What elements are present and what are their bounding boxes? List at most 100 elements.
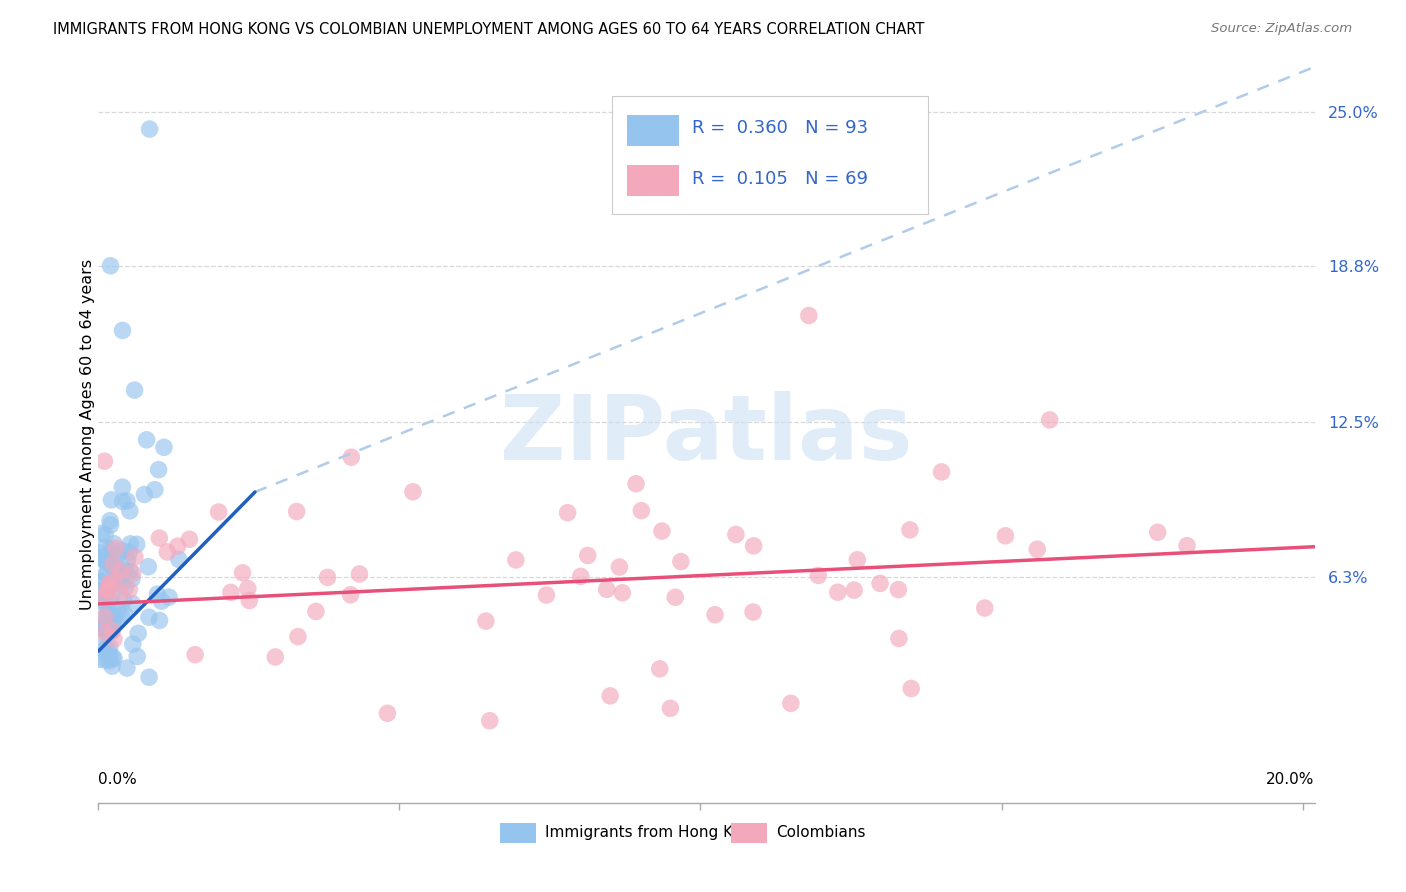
Point [124,550,146,565]
Point [100,492,122,507]
Point [846,553,869,567]
Point [179,533,201,547]
Point [117,552,139,566]
Point [93,610,115,624]
Point [1175,539,1198,553]
Point [157,590,180,604]
Point [316,570,339,584]
Point [103,651,125,665]
Point [887,632,910,646]
Point [742,605,765,619]
Point [97,625,120,640]
Point [94,653,117,667]
Point [98,579,121,593]
Point [595,582,617,597]
Point [89,545,111,559]
Point [742,539,765,553]
Point [659,701,682,715]
Point [236,582,259,596]
Point [973,601,995,615]
Point [115,494,138,508]
Point [138,610,160,624]
Point [125,537,148,551]
Point [104,609,127,624]
Point [98,575,121,590]
Point [121,597,143,611]
Point [648,662,671,676]
Point [557,506,579,520]
Point [100,616,122,631]
Point [96,554,118,568]
Point [576,549,599,563]
Point [124,383,146,397]
Point [118,582,141,597]
Point [127,626,149,640]
Point [110,608,132,623]
Point [103,632,125,647]
Point [624,476,647,491]
Point [103,557,125,571]
Point [93,625,115,640]
Point [96,640,118,655]
Point [114,562,136,576]
Point [111,480,134,494]
Point [118,504,141,518]
Point [91,550,114,565]
Point [101,615,124,629]
Point [93,591,115,605]
Point [612,586,634,600]
Point [114,581,136,595]
Point [98,514,121,528]
Point [105,604,128,618]
Point [478,714,501,728]
Point [101,650,124,665]
Point [104,573,127,587]
Point [120,564,142,578]
Point [89,613,111,627]
Point [100,590,122,604]
Point [115,661,138,675]
Point [264,650,287,665]
Point [797,309,820,323]
Text: 0.0%: 0.0% [98,772,138,787]
Point [148,463,170,477]
Point [101,624,124,638]
Text: Colombians: Colombians [776,825,865,840]
Point [93,616,115,631]
Point [97,582,120,597]
Point [340,450,363,465]
Point [111,494,134,508]
Text: R =  0.105   N = 69: R = 0.105 N = 69 [692,170,868,188]
Point [143,483,166,497]
Point [93,621,115,635]
Point [97,555,120,569]
Point [89,574,111,589]
Point [104,563,127,577]
Point [1146,525,1168,540]
Point [107,548,129,562]
Text: ZIPatlas: ZIPatlas [501,391,912,479]
Point [827,585,849,599]
Point [96,583,118,598]
Point [105,574,128,588]
Point [166,539,188,553]
Point [887,582,910,597]
Point [110,565,132,579]
Point [93,454,115,468]
Point [153,440,176,454]
Point [900,681,922,696]
Point [630,503,652,517]
Point [90,526,112,541]
Point [1039,413,1062,427]
Text: 20.0%: 20.0% [1267,772,1315,787]
Point [704,607,727,622]
Point [475,614,498,628]
Point [121,566,143,581]
Point [111,323,134,337]
Point [651,524,673,538]
Point [127,649,149,664]
Point [807,568,830,582]
Point [377,706,399,721]
Point [97,553,120,567]
Point [609,560,631,574]
